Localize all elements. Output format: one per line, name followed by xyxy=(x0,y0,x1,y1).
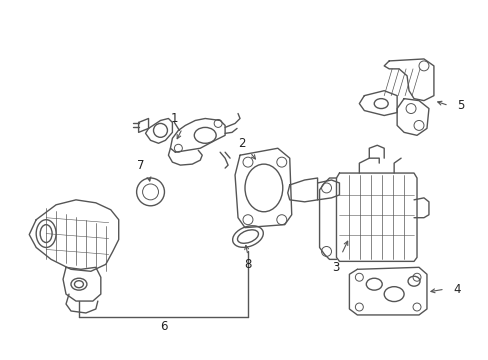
Text: 7: 7 xyxy=(137,159,144,172)
Text: 2: 2 xyxy=(238,137,245,150)
Text: 5: 5 xyxy=(456,99,464,112)
Text: 1: 1 xyxy=(170,112,178,125)
Text: 8: 8 xyxy=(244,258,251,271)
Text: 3: 3 xyxy=(331,261,339,274)
Text: 6: 6 xyxy=(160,320,167,333)
Text: 4: 4 xyxy=(452,283,460,296)
